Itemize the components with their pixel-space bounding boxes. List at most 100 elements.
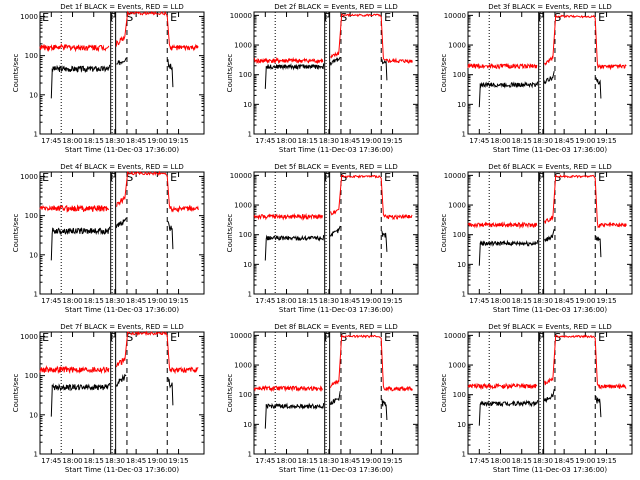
plot-frame [39, 11, 205, 135]
x-tick-label: 18:00 [276, 137, 296, 145]
interval-marker-f: F [538, 171, 544, 184]
x-tick-label: 18:00 [490, 137, 510, 145]
x-tick-label: 18:00 [62, 137, 82, 145]
x-tick-label: 18:45 [554, 457, 574, 465]
events-series-line [478, 389, 602, 426]
y-tick-label: 10 [457, 421, 466, 429]
x-tick-label: 19:15 [168, 137, 188, 145]
events-series-line [264, 391, 388, 429]
interval-marker-f: F [538, 11, 544, 24]
panel-4: Det 4f BLACK = Events, RED = LLD 1 10 100 10… [12, 163, 205, 314]
interval-marker-s: S [126, 11, 133, 24]
panel-5: Det 5f BLACK = Events, RED = LLD 1 10 100 10… [226, 163, 419, 314]
x-tick-label: 19:00 [361, 297, 381, 305]
interval-marker-s: S [554, 331, 561, 344]
y-tick-label: 10000 [444, 332, 466, 340]
interval-marker-e: E [598, 11, 605, 24]
interval-marker-e: E [384, 331, 391, 344]
y-tick-label: 100 [25, 52, 38, 60]
plot-frame [467, 331, 633, 455]
x-tick-label: 18:30 [319, 457, 339, 465]
y-tick-label: 1000 [20, 173, 38, 181]
x-tick-label: 18:30 [319, 297, 339, 305]
y-tick-label: 1000 [448, 42, 466, 50]
panel-7: Det 7f BLACK = Events, RED = LLD 1 10 100 10… [12, 323, 205, 474]
x-tick-label: 18:45 [126, 457, 146, 465]
x-tick-label: 18:45 [340, 137, 360, 145]
interval-marker-f: F [110, 171, 116, 184]
interval-marker-f: F [324, 11, 330, 24]
interval-marker-s: S [126, 171, 133, 184]
events-series-line [478, 228, 602, 266]
x-tick-label: 19:15 [382, 457, 402, 465]
x-tick-label: 18:00 [276, 297, 296, 305]
y-tick-label: 100 [239, 231, 252, 239]
interval-marker-s: S [340, 331, 347, 344]
y-tick-label: 100 [25, 372, 38, 380]
x-tick-label: 18:15 [512, 297, 532, 305]
interval-marker-e: E [42, 11, 49, 24]
panel-title: Det 4f BLACK = Events, RED = LLD [60, 163, 183, 171]
interval-marker-e: E [42, 331, 49, 344]
x-tick-label: 18:00 [62, 457, 82, 465]
interval-marker-e: E [598, 171, 605, 184]
y-tick-label: 100 [453, 391, 466, 399]
plot-frame [39, 171, 205, 295]
x-axis-label: Start Time (11-Dec-03 17:36:00) [493, 466, 607, 474]
x-tick-label: 18:15 [84, 297, 104, 305]
y-tick-label: 1 [34, 451, 38, 459]
interval-marker-e: E [384, 171, 391, 184]
y-tick-label: 100 [453, 231, 466, 239]
events-series-line [264, 225, 388, 261]
y-axis-label: Counts/sec [226, 374, 234, 413]
y-tick-label: 1000 [234, 202, 252, 210]
lld-series-line [467, 14, 627, 71]
x-axis-label: Start Time (11-Dec-03 17:36:00) [65, 466, 179, 474]
x-tick-label: 19:00 [147, 137, 167, 145]
panel-title: Det 9f BLACK = Events, RED = LLD [488, 323, 611, 331]
x-tick-label: 18:45 [126, 297, 146, 305]
y-tick-label: 10000 [230, 172, 252, 180]
events-series-line [50, 373, 174, 417]
x-tick-label: 18:15 [512, 457, 532, 465]
x-tick-label: 17:45 [469, 457, 489, 465]
y-tick-label: 100 [25, 212, 38, 220]
lld-series-line [467, 334, 627, 391]
interval-marker-e: E [42, 171, 49, 184]
x-tick-label: 19:00 [575, 457, 595, 465]
x-tick-label: 18:30 [319, 137, 339, 145]
panel-title: Det 6f BLACK = Events, RED = LLD [488, 163, 611, 171]
x-tick-label: 18:45 [126, 137, 146, 145]
x-tick-label: 18:00 [490, 457, 510, 465]
x-axis-label: Start Time (11-Dec-03 17:36:00) [493, 146, 607, 154]
x-tick-label: 19:15 [596, 137, 616, 145]
interval-marker-f: F [324, 171, 330, 184]
y-axis-label: Counts/sec [226, 54, 234, 93]
panel-title: Det 7f BLACK = Events, RED = LLD [60, 323, 183, 331]
y-tick-label: 1 [462, 291, 466, 299]
y-axis-label: Counts/sec [12, 54, 20, 93]
x-tick-label: 18:15 [298, 457, 318, 465]
x-axis-label: Start Time (11-Dec-03 17:36:00) [65, 146, 179, 154]
y-tick-label: 10000 [444, 12, 466, 20]
y-tick-label: 10000 [230, 12, 252, 20]
lld-series-line [253, 334, 413, 393]
y-tick-label: 1000 [448, 362, 466, 370]
x-tick-label: 18:00 [62, 297, 82, 305]
y-tick-label: 1000 [234, 362, 252, 370]
x-tick-label: 17:45 [41, 297, 61, 305]
x-tick-label: 19:00 [147, 297, 167, 305]
x-tick-label: 18:30 [105, 457, 125, 465]
panel-2: Det 2f BLACK = Events, RED = LLD 1 10 100 10… [226, 3, 419, 154]
y-axis-label: Counts/sec [440, 214, 448, 253]
plot-frame [253, 11, 419, 135]
x-tick-label: 17:45 [41, 457, 61, 465]
x-tick-label: 19:00 [361, 457, 381, 465]
x-tick-label: 18:45 [554, 297, 574, 305]
y-tick-label: 10000 [230, 332, 252, 340]
x-tick-label: 18:00 [490, 297, 510, 305]
y-tick-label: 10 [243, 101, 252, 109]
x-tick-label: 19:15 [168, 297, 188, 305]
x-tick-label: 18:30 [105, 297, 125, 305]
lld-series-line [39, 10, 199, 53]
